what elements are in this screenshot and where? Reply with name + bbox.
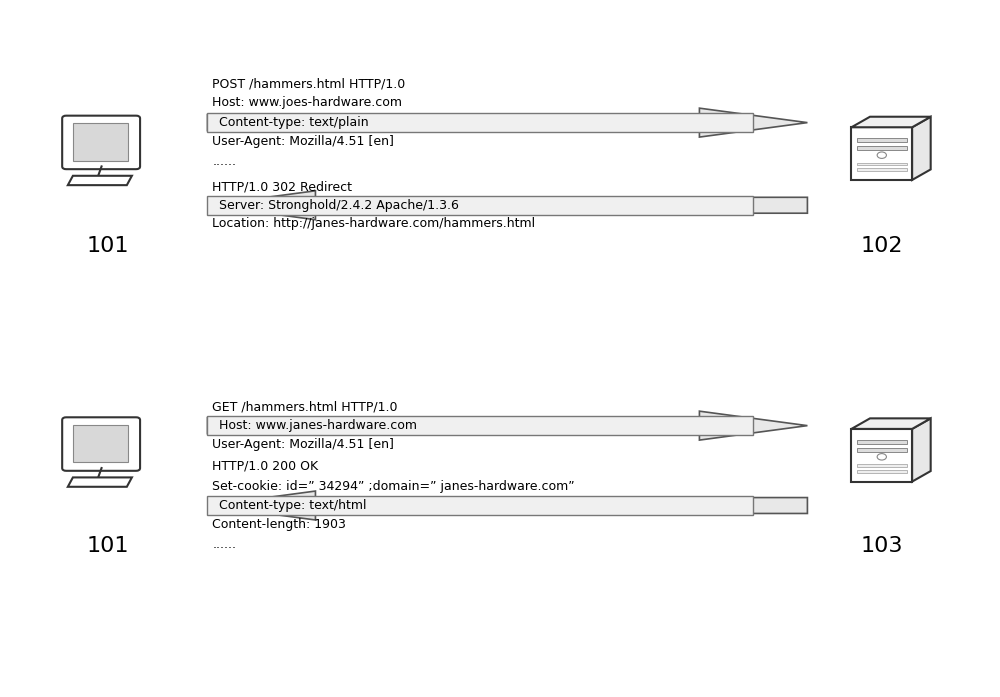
Circle shape <box>877 454 886 460</box>
Text: User-Agent: Mozilla/4.51 [en]: User-Agent: Mozilla/4.51 [en] <box>212 438 394 451</box>
Polygon shape <box>207 411 807 440</box>
FancyBboxPatch shape <box>857 169 907 171</box>
FancyBboxPatch shape <box>857 162 907 165</box>
Polygon shape <box>207 191 807 220</box>
FancyBboxPatch shape <box>73 123 128 160</box>
Text: HTTP/1.0 302 Redirect: HTTP/1.0 302 Redirect <box>212 180 352 193</box>
FancyBboxPatch shape <box>207 416 753 435</box>
Text: Host: www.joes-hardware.com: Host: www.joes-hardware.com <box>212 95 402 109</box>
Polygon shape <box>207 491 807 520</box>
Polygon shape <box>68 477 132 487</box>
Text: ......: ...... <box>212 538 236 551</box>
Text: Content-type: text/plain: Content-type: text/plain <box>219 116 369 129</box>
Text: Content-type: text/html: Content-type: text/html <box>219 499 367 512</box>
Circle shape <box>877 152 886 158</box>
Text: GET /hammers.html HTTP/1.0: GET /hammers.html HTTP/1.0 <box>212 401 398 413</box>
Polygon shape <box>851 418 931 429</box>
FancyBboxPatch shape <box>62 418 140 470</box>
FancyBboxPatch shape <box>857 464 907 467</box>
FancyBboxPatch shape <box>207 196 753 215</box>
Polygon shape <box>207 108 807 137</box>
Text: Location: http://janes-hardware.com/hammers.html: Location: http://janes-hardware.com/hamm… <box>212 217 536 230</box>
Text: Server: Stronghold/2.4.2 Apache/1.3.6: Server: Stronghold/2.4.2 Apache/1.3.6 <box>219 199 459 212</box>
FancyBboxPatch shape <box>857 146 907 151</box>
FancyBboxPatch shape <box>857 440 907 444</box>
FancyBboxPatch shape <box>857 447 907 452</box>
FancyBboxPatch shape <box>62 116 140 169</box>
Text: 102: 102 <box>861 236 903 256</box>
Text: POST /hammers.html HTTP/1.0: POST /hammers.html HTTP/1.0 <box>212 77 406 90</box>
Polygon shape <box>912 418 931 482</box>
Text: 101: 101 <box>87 236 130 256</box>
Polygon shape <box>68 176 132 185</box>
Polygon shape <box>851 116 931 128</box>
Text: HTTP/1.0 200 OK: HTTP/1.0 200 OK <box>212 460 319 473</box>
Text: Set-cookie: id=” 34294” ;domain=” janes-hardware.com”: Set-cookie: id=” 34294” ;domain=” janes-… <box>212 480 575 493</box>
Text: 103: 103 <box>861 537 903 556</box>
Text: 101: 101 <box>87 537 130 556</box>
FancyBboxPatch shape <box>857 138 907 142</box>
Text: Host: www.janes-hardware.com: Host: www.janes-hardware.com <box>219 419 417 432</box>
Text: ......: ...... <box>212 155 236 168</box>
FancyBboxPatch shape <box>207 113 753 132</box>
FancyBboxPatch shape <box>207 496 753 515</box>
Polygon shape <box>912 116 931 180</box>
Text: User-Agent: Mozilla/4.51 [en]: User-Agent: Mozilla/4.51 [en] <box>212 135 394 148</box>
FancyBboxPatch shape <box>851 429 912 482</box>
FancyBboxPatch shape <box>857 470 907 473</box>
FancyBboxPatch shape <box>851 128 912 180</box>
Text: Content-length: 1903: Content-length: 1903 <box>212 518 346 530</box>
FancyBboxPatch shape <box>73 424 128 462</box>
